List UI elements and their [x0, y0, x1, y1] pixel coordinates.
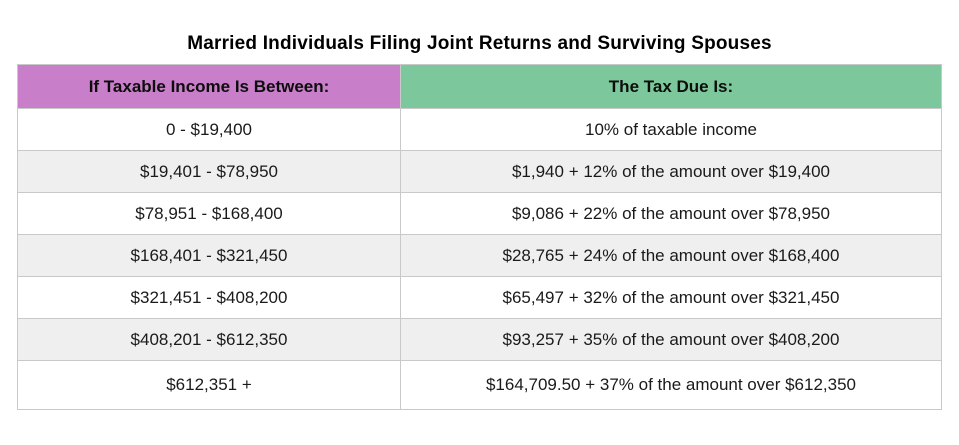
tax-due-cell: 10% of taxable income: [400, 108, 942, 151]
income-range-cell: $612,351 +: [17, 360, 401, 410]
income-column-header: If Taxable Income Is Between:: [17, 64, 401, 109]
income-range-cell: $321,451 - $408,200: [17, 276, 401, 319]
table-row: $321,451 - $408,200 $65,497 + 32% of the…: [17, 276, 942, 319]
tax-due-cell: $28,765 + 24% of the amount over $168,40…: [400, 234, 942, 277]
tax-due-cell: $93,257 + 35% of the amount over $408,20…: [400, 318, 942, 361]
table-row: $408,201 - $612,350 $93,257 + 35% of the…: [17, 318, 942, 361]
income-range-cell: $168,401 - $321,450: [17, 234, 401, 277]
income-range-cell: $19,401 - $78,950: [17, 150, 401, 193]
table-row: 0 - $19,400 10% of taxable income: [17, 108, 942, 151]
page-title: Married Individuals Filing Joint Returns…: [187, 33, 772, 54]
income-range-cell: $78,951 - $168,400: [17, 192, 401, 235]
tax-due-cell: $9,086 + 22% of the amount over $78,950: [400, 192, 942, 235]
table-row: $19,401 - $78,950 $1,940 + 12% of the am…: [17, 150, 942, 193]
income-range-cell: $408,201 - $612,350: [17, 318, 401, 361]
income-range-cell: 0 - $19,400: [17, 108, 401, 151]
table-row: $78,951 - $168,400 $9,086 + 22% of the a…: [17, 192, 942, 235]
tax-due-cell: $65,497 + 32% of the amount over $321,45…: [400, 276, 942, 319]
header-row: If Taxable Income Is Between: The Tax Du…: [17, 64, 942, 109]
tax-due-cell: $1,940 + 12% of the amount over $19,400: [400, 150, 942, 193]
tax-brackets-table: If Taxable Income Is Between: The Tax Du…: [17, 64, 942, 410]
table-row: $168,401 - $321,450 $28,765 + 24% of the…: [17, 234, 942, 277]
tax-due-column-header: The Tax Due Is:: [400, 64, 942, 109]
table-row: $612,351 + $164,709.50 + 37% of the amou…: [17, 360, 942, 410]
tax-due-cell: $164,709.50 + 37% of the amount over $61…: [400, 360, 942, 410]
